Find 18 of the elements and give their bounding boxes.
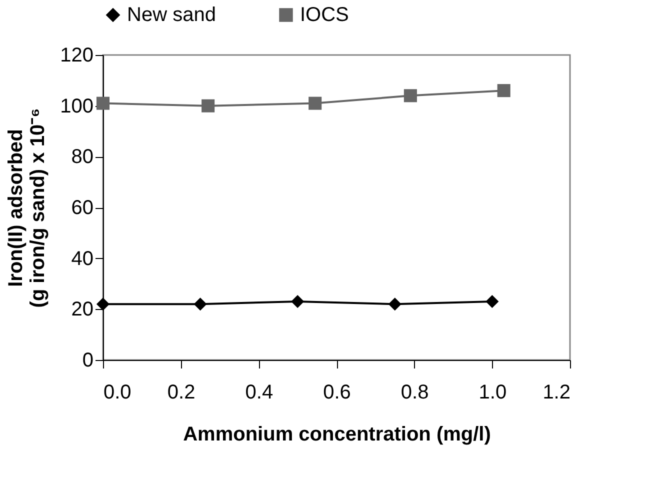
x-tick-label: 0.2 [167,382,196,404]
y-tick-label: 40 [71,248,94,270]
y-axis-title: Iron(II) adsorbed (g iron/g sand) x 10⁻⁶ [5,108,50,308]
legend-label: IOCS [300,4,349,26]
x-tick-label: 0.0 [104,382,132,404]
x-tick-label: 1.2 [542,382,570,404]
y-tick-label: 60 [71,197,94,219]
y-tick-label: 100 [60,95,94,118]
y-tick-label: 0 [82,350,94,372]
x-tick-label: 1.0 [478,382,507,404]
x-tick-label: 0.8 [400,382,429,404]
x-tick-label: 0.4 [245,382,274,404]
legend-label: New sand [127,4,216,26]
y-tick-label: 120 [60,44,94,66]
y-tick-label: 20 [71,298,94,321]
x-axis-title: Ammonium concentration (mg/l) [183,424,491,446]
x-tick-label: 0.6 [323,382,351,404]
y-tick-label: 80 [71,146,94,168]
